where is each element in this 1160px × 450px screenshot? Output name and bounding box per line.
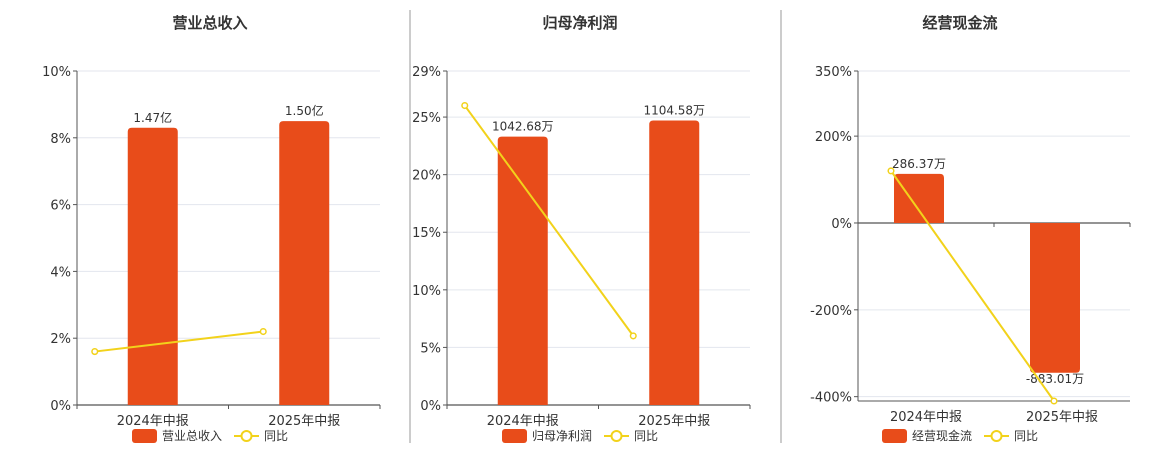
data-label: 1104.58万 [643,104,705,118]
y-tick-label: 2% [50,332,71,347]
bar [127,127,178,405]
legend-line-marker [990,430,1003,442]
chart-title: 营业总收入 [172,14,247,32]
y-tick-label: 25% [412,111,441,126]
x-tick-label: 2024年中报 [487,414,559,429]
legend-bar-label: 经营现金流 [912,428,972,443]
chart-panel: 归母净利润 0% 5% 10% 15% 20% 25% 29% 2024年中报 2025年中报 10… [412,14,751,443]
y-tick-label: 200% [815,130,852,145]
x-tick-label: 2024年中报 [117,414,189,429]
legend-bar-swatch [132,429,157,443]
legend-line-label: 同比 [1014,429,1038,443]
bar [497,136,548,406]
legend-line-label: 同比 [264,429,288,443]
yoy-point [1050,397,1058,405]
data-label: 1.50亿 [285,103,324,118]
yoy-point [259,327,267,336]
y-tick-label: 29% [412,65,441,80]
legend-bar-swatch [502,429,527,443]
chart-panel: 经营现金流 -400% -200% 0% 200% 350% 2024年中报 2025年中报 2… [810,14,1131,443]
y-tick-label: 0% [831,217,852,232]
yoy-line [94,330,264,353]
data-label: 286.37万 [892,157,946,171]
y-tick-label: 8% [50,132,71,147]
data-label: 1042.68万 [492,120,554,134]
legend-bar-swatch [882,429,907,443]
yoy-point [461,102,469,110]
bar [649,120,700,405]
bar [279,121,330,405]
y-tick-label: 6% [50,199,71,214]
yoy-point [887,167,895,175]
chart-panel: 营业总收入 0% 2% 4% 6% 8% 10% 2024年中报 2025年中报 1.47亿 1.5… [42,14,381,443]
x-tick-label: 2025年中报 [268,414,340,429]
y-tick-label: 0% [420,399,441,414]
chart-title: 归母净利润 [542,14,617,32]
yoy-point [629,332,637,340]
legend-line-marker [610,430,623,442]
legend-bar-label: 归母净利润 [532,429,592,443]
legend-bar-label: 营业总收入 [162,429,222,443]
yoy-line [890,170,1055,402]
yoy-line [463,104,635,337]
y-tick-label: -200% [810,304,852,319]
yoy-point [91,348,99,356]
x-tick-label: 2025年中报 [638,414,710,429]
bar [1030,222,1080,373]
y-tick-label: 4% [50,265,71,280]
y-tick-label: -400% [810,391,852,406]
legend-line-label: 同比 [634,429,658,443]
y-tick-label: 10% [42,65,71,80]
y-tick-label: 0% [50,399,71,414]
y-tick-label: 20% [412,169,441,184]
y-tick-label: 5% [420,341,441,356]
data-label: 1.47亿 [133,110,172,125]
chart-title: 经营现金流 [922,14,997,32]
y-tick-label: 15% [412,226,441,241]
x-tick-label: 2024年中报 [890,410,962,425]
x-tick-label: 2025年中报 [1026,410,1098,425]
y-tick-label: 10% [412,284,441,299]
legend-line-marker [240,430,253,442]
bar [894,173,944,223]
y-tick-label: 350% [815,65,852,80]
